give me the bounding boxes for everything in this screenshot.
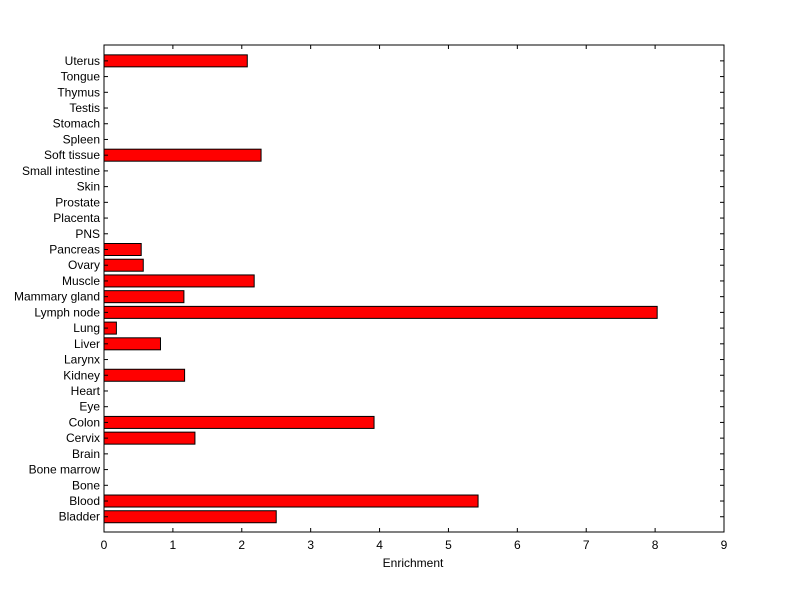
y-tick-label: Ovary	[68, 258, 100, 272]
y-tick-label: Liver	[74, 337, 100, 351]
x-tick-label: 7	[583, 538, 590, 552]
x-ticks-group: 0 1 2 3 4 5 6 7 8 9	[101, 45, 728, 552]
y-tick-label: Eye	[79, 400, 100, 414]
y-tick-label: Soft tissue	[44, 148, 100, 162]
x-tick-label: 9	[721, 538, 728, 552]
y-tick-label: Uterus	[65, 54, 100, 68]
y-tick-label: Testis	[69, 101, 100, 115]
y-tick-label: Small intestine	[22, 164, 100, 178]
bar-blood	[103, 494, 479, 508]
y-tick-label: Mammary gland	[14, 290, 100, 304]
y-tick-label: PNS	[75, 227, 100, 241]
y-tick-label: Blood	[69, 494, 100, 508]
y-tick-label: Muscle	[62, 274, 100, 288]
bar-mammary-gland	[103, 290, 185, 304]
y-tick-label: Kidney	[63, 368, 100, 382]
bar-muscle	[103, 274, 255, 288]
bar-ovary	[103, 258, 144, 272]
plot-area-frame	[103, 44, 725, 533]
y-tick-label: Heart	[71, 384, 101, 398]
x-tick-label: 5	[445, 538, 452, 552]
y-tick-label: Stomach	[53, 117, 100, 131]
y-tick-label: Bone	[72, 478, 100, 492]
x-tick-label: 8	[652, 538, 659, 552]
bar-liver	[103, 337, 161, 351]
bars-group	[103, 54, 658, 524]
y-tick-label: Prostate	[55, 195, 100, 209]
y-tick-label: Pancreas	[49, 243, 100, 257]
x-tick-label: 1	[170, 538, 177, 552]
bar-lymph-node	[103, 305, 658, 319]
y-tick-label: Bladder	[59, 510, 100, 524]
bar-kidney	[103, 368, 186, 382]
x-tick-label: 6	[514, 538, 521, 552]
y-tick-label: Skin	[77, 180, 100, 194]
x-tick-label: 3	[307, 538, 314, 552]
x-tick-label: 4	[376, 538, 383, 552]
y-tick-label: Thymus	[57, 85, 100, 99]
y-tick-label: Bone marrow	[29, 463, 101, 477]
bar-soft-tissue	[103, 148, 262, 162]
bar-cervix	[103, 431, 196, 445]
y-tick-label: Lymph node	[34, 305, 100, 319]
y-tick-label: Colon	[69, 415, 100, 429]
y-tick-label: Cervix	[66, 431, 100, 445]
bar-uterus	[103, 54, 248, 68]
x-tick-label: 0	[101, 538, 108, 552]
y-tick-label: Larynx	[64, 353, 100, 367]
y-tick-label: Tongue	[61, 70, 101, 84]
x-tick-label: 2	[238, 538, 245, 552]
bar-pancreas	[103, 243, 142, 256]
x-axis-label: Enrichment	[383, 556, 444, 570]
bar-colon	[103, 415, 375, 429]
y-tick-label: Brain	[72, 447, 100, 461]
y-tick-label: Placenta	[53, 211, 100, 225]
y-tick-label: Spleen	[63, 132, 100, 146]
y-tick-label: Lung	[73, 321, 100, 335]
bar-bladder	[103, 510, 277, 524]
